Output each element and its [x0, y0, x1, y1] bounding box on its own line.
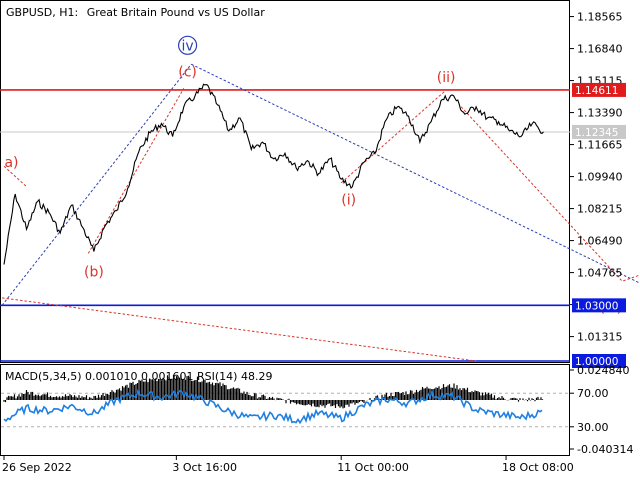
wave-line-red	[340, 89, 447, 184]
price-tick-label: 1.16840	[577, 43, 623, 56]
time-tick-label: 26 Sep 2022	[2, 461, 72, 474]
indicator-series	[1, 375, 569, 428]
wave-label: (ii)	[437, 70, 456, 86]
price-tick-label: 1.01315	[577, 331, 623, 344]
symbol-timeframe: GBPUSD, H1:	[6, 6, 78, 19]
level-box-1.00000	[572, 354, 626, 368]
level-price-boxes: 1.14611 1.03000 1.00000 1.12345	[572, 82, 626, 368]
price-tick-label: 1.09940	[577, 171, 623, 184]
wave-label-circle	[177, 35, 198, 55]
time-tick-label: 3 Oct 16:00	[172, 461, 237, 474]
price-tick-label: 1.08215	[577, 203, 623, 216]
level-box-label: 1.14611	[575, 85, 618, 97]
time-tick-label: 18 Oct 08:00	[502, 461, 574, 474]
price-tick-label: 1.13390	[577, 107, 623, 120]
indicator-tick-label: -0.040314	[577, 443, 633, 456]
time-axis: 26 Sep 2022 3 Oct 16:00 11 Oct 00:00 18 Oct…	[2, 456, 574, 474]
wave-label: a)	[4, 155, 18, 171]
indicator-axis: 0.024840 70.00 30.00 -0.040314	[570, 364, 633, 456]
time-tick-label: 11 Oct 00:00	[337, 461, 409, 474]
indicator-tick-label: 30.00	[577, 421, 609, 434]
level-box-1.14611	[572, 82, 626, 97]
wave-line-red	[87, 88, 185, 254]
indicator-tick-label: 0.024840	[577, 364, 630, 377]
price-line	[3, 83, 544, 265]
horizontal-levels	[0, 89, 570, 362]
symbol-description: Great Britain Pound vs US Dollar	[87, 6, 266, 19]
price-line-group	[3, 83, 544, 265]
indicator-tick-label: 70.00	[577, 387, 609, 400]
main-chart-frame	[0, 0, 570, 363]
wave-label: (b)	[84, 265, 104, 281]
wave-label: iv	[181, 38, 193, 54]
macd-histogram	[3, 375, 544, 409]
wave-line-blue	[1, 63, 192, 306]
chart-symbol-title: GBPUSD, H1: Great Britain Pound vs US Do…	[6, 6, 265, 19]
current-price-box	[572, 124, 626, 139]
price-tick-label: 1.06490	[577, 235, 623, 248]
level-box-label: 1.00000	[575, 356, 618, 368]
wave-label: (i)	[341, 192, 356, 208]
price-tick-label: 1.11665	[577, 139, 623, 152]
level-box-1.03000	[572, 298, 626, 313]
price-tick-label: 1.18565	[577, 11, 623, 24]
wave-lines	[1, 63, 640, 362]
wave-label: (c)	[178, 64, 197, 80]
wave-line-red	[2, 297, 477, 362]
level-box-label: 1.03000	[575, 300, 618, 312]
wave-line-red	[3, 165, 27, 187]
price-tick-label: 1.04765	[577, 267, 623, 280]
indicator-label: MACD(5,34,5) 0.001010 0.001601 RSI(14) 4…	[5, 370, 272, 383]
current-price-label: 1.12345	[575, 127, 618, 139]
rsi-line	[3, 388, 543, 425]
price-axis: 1.185651.168401.151151.133901.116651.099…	[570, 11, 623, 344]
